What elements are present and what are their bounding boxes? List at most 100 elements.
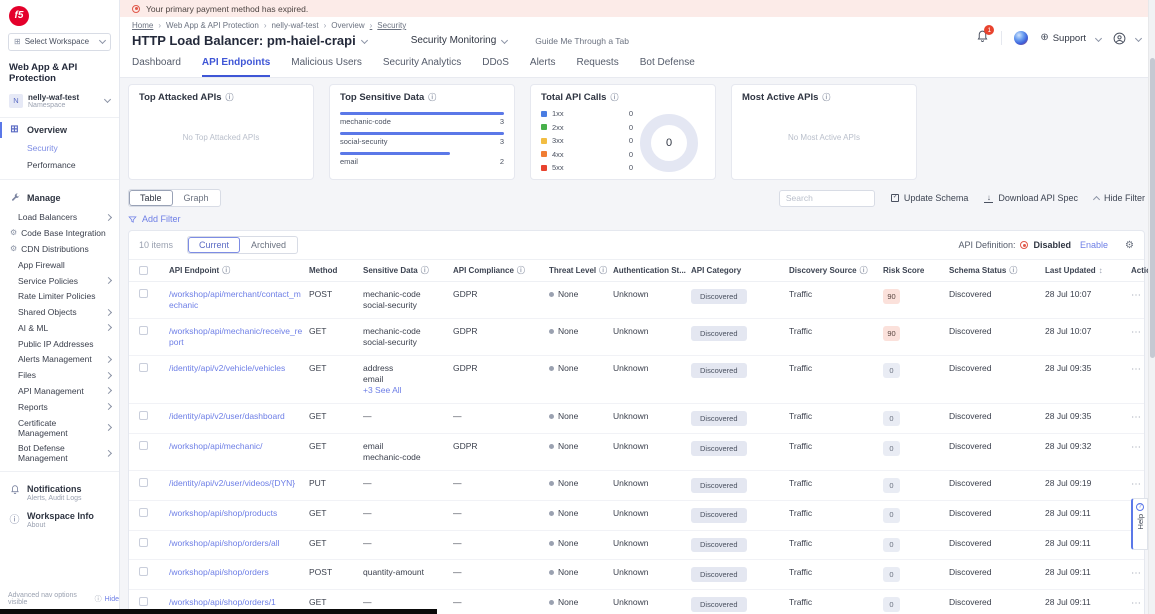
table-row[interactable]: /workshop/api/merchant/contact_mechanic … [129,282,1144,320]
row-actions-button[interactable] [1131,289,1142,302]
info-icon[interactable]: ⓘ [610,93,619,102]
col-risk-score[interactable]: Risk Score [883,266,925,275]
sidebar-item-cdn-distributions[interactable]: ⚙ CDN Distributions [10,243,89,254]
col-threat-level[interactable]: Threat Level ⓘ [549,266,608,275]
search-input[interactable] [778,189,875,207]
scrollbar[interactable] [1148,0,1155,614]
sidebar-item-workspace-info[interactable]: ⓘ Workspace Info About [0,504,119,531]
api-endpoint-link[interactable]: /workshop/api/mechanic/receive_report [169,326,303,348]
table-row[interactable]: /workshop/api/shop/products GET — — None… [129,501,1144,531]
tab-ddos[interactable]: DDoS [482,57,509,68]
enable-link[interactable]: Enable [1080,240,1109,250]
breadcrumb-home[interactable]: Home [132,21,154,30]
assistant-sphere-icon[interactable] [1014,31,1029,45]
api-endpoint-link[interactable]: /workshop/api/merchant/contact_mechanic [169,289,301,311]
col-api-category[interactable]: API Category [691,266,742,275]
gear-icon[interactable]: ⚙ [1125,239,1134,251]
col-discovery-source[interactable]: Discovery Source ⓘ [789,266,868,275]
sidebar-item-load-balancers[interactable]: Load Balancers [0,210,119,226]
sidebar-item-app-firewall[interactable]: App Firewall [18,259,65,270]
workspace-selector[interactable]: ⊞ Select Workspace [8,32,111,51]
row-checkbox[interactable] [139,478,148,488]
scrollbar-thumb[interactable] [1150,58,1155,358]
breadcrumb-item[interactable]: nelly-waf-test [264,21,318,30]
guide-me-link[interactable]: Guide Me Through a Tab [535,35,630,46]
sidebar-item-performance[interactable]: Performance [27,160,76,170]
row-checkbox[interactable] [139,567,148,577]
sidebar-item-shared-objects[interactable]: Shared Objects [0,304,119,320]
table-row[interactable]: /identity/api/v2/user/videos/{DYN} PUT —… [129,471,1144,501]
tab-requests[interactable]: Requests [576,57,619,68]
sort-icon[interactable]: ↕ [1098,266,1103,275]
bar-row[interactable]: mechanic-code 3 [340,112,504,126]
add-filter-button[interactable]: Add Filter [128,214,1145,224]
notifications-bell-button[interactable]: 1 [976,25,995,47]
sidebar-item-bot-defense-management[interactable]: Bot Defense Management [0,440,119,466]
graph-view-button[interactable]: Graph [183,193,209,203]
api-endpoint-link[interactable]: /identity/api/v2/user/dashboard [169,411,285,422]
row-checkbox[interactable] [139,507,148,517]
row-actions-button[interactable] [1131,478,1142,491]
account-menu[interactable] [1113,32,1143,45]
sidebar-item-service-policies[interactable]: Service Policies [0,273,119,289]
support-menu[interactable]: ⊕ Support [1040,33,1103,44]
row-actions-button[interactable] [1131,326,1142,339]
f5-logo[interactable]: f5 [9,5,29,26]
row-checkbox[interactable] [139,537,148,547]
col-sensitive-data[interactable]: Sensitive Data ⓘ [363,266,429,275]
table-row[interactable]: /workshop/api/shop/orders POST quantity-… [129,560,1144,591]
update-schema-button[interactable]: Update Schema [890,193,968,203]
sidebar-item-notifications[interactable]: Notifications Alerts, Audit Logs [0,477,119,504]
hide-nav-link[interactable]: Hide [104,595,119,603]
row-actions-button[interactable] [1131,597,1142,610]
sidebar-item-certificate-management[interactable]: Certificate Management [0,415,119,441]
tab-bot-defense[interactable]: Bot Defense [639,57,695,68]
sidebar-item-alerts-management[interactable]: Alerts Management [0,352,119,368]
row-actions-button[interactable] [1131,441,1142,454]
sidebar-item-security[interactable]: Security [27,143,58,153]
namespace-selector[interactable]: N nelly-waf-test Namespace [0,91,119,118]
sidebar-section-overview[interactable]: ⊞ Overview [0,118,119,140]
api-endpoint-link[interactable]: /identity/api/v2/user/videos/{DYN} [169,478,296,489]
breadcrumb-item[interactable]: Web App & API Protection [158,21,259,30]
help-tab[interactable]: ? Help [1131,498,1148,550]
row-checkbox[interactable] [139,326,148,336]
info-icon[interactable]: ⓘ [859,266,868,275]
tab-api-endpoints[interactable]: API Endpoints [201,57,271,77]
bar-row[interactable]: social-security 3 [340,132,504,146]
col-schema-status[interactable]: Schema Status ⓘ [949,266,1018,275]
sidebar-item-code-base-integration[interactable]: ⚙ Code Base Integration [10,228,106,239]
table-row[interactable]: /workshop/api/mechanic/ GET email mechani… [129,434,1144,472]
info-icon[interactable]: ⓘ [599,266,608,275]
info-icon[interactable]: ⓘ [225,93,234,102]
tab-malicious-users[interactable]: Malicious Users [291,57,362,68]
breadcrumb-item[interactable]: Overview [324,21,364,30]
sidebar-item-rate-limiter-policies[interactable]: Rate Limiter Policies [18,291,96,302]
info-icon[interactable]: ⓘ [420,266,429,275]
col-last-updated[interactable]: Last Updated ↕ [1045,266,1103,275]
api-endpoint-link[interactable]: /workshop/api/shop/orders [169,567,269,578]
col-api-endpoint[interactable]: API Endpoint ⓘ [169,266,231,275]
col-api-compliance[interactable]: API Compliance ⓘ [453,266,525,275]
api-endpoint-link[interactable]: /workshop/api/shop/products [169,507,278,518]
sidebar-item-ai-ml[interactable]: AI & ML [0,320,119,336]
chevron-down-icon[interactable] [360,36,368,45]
table-row[interactable]: /identity/api/v2/user/dashboard GET — — … [129,404,1144,435]
col-authentication[interactable]: Authentication St... [613,266,686,275]
current-button[interactable]: Current [188,237,240,253]
row-checkbox[interactable] [139,289,148,298]
table-row[interactable]: /identity/api/v2/vehicle/vehicles GET ad… [129,356,1144,405]
select-all-checkbox[interactable] [139,266,148,275]
table-row[interactable]: /workshop/api/mechanic/receive_report GE… [129,319,1144,357]
row-actions-button[interactable] [1131,363,1142,376]
table-row[interactable]: /workshop/api/shop/orders/all GET — — No… [129,531,1144,561]
hide-filter-button[interactable]: Hide Filter [1092,193,1145,204]
row-checkbox[interactable] [139,411,148,421]
tab-alerts[interactable]: Alerts [529,57,556,68]
row-actions-button[interactable] [1131,411,1142,424]
table-row[interactable]: /workshop/api/shop/orders/1 GET — — None… [129,590,1144,614]
table-view-button[interactable]: Table [129,190,173,206]
sidebar-item-files[interactable]: Files [0,367,119,383]
bar-row[interactable]: email 2 [340,152,504,166]
row-checkbox[interactable] [139,363,148,373]
